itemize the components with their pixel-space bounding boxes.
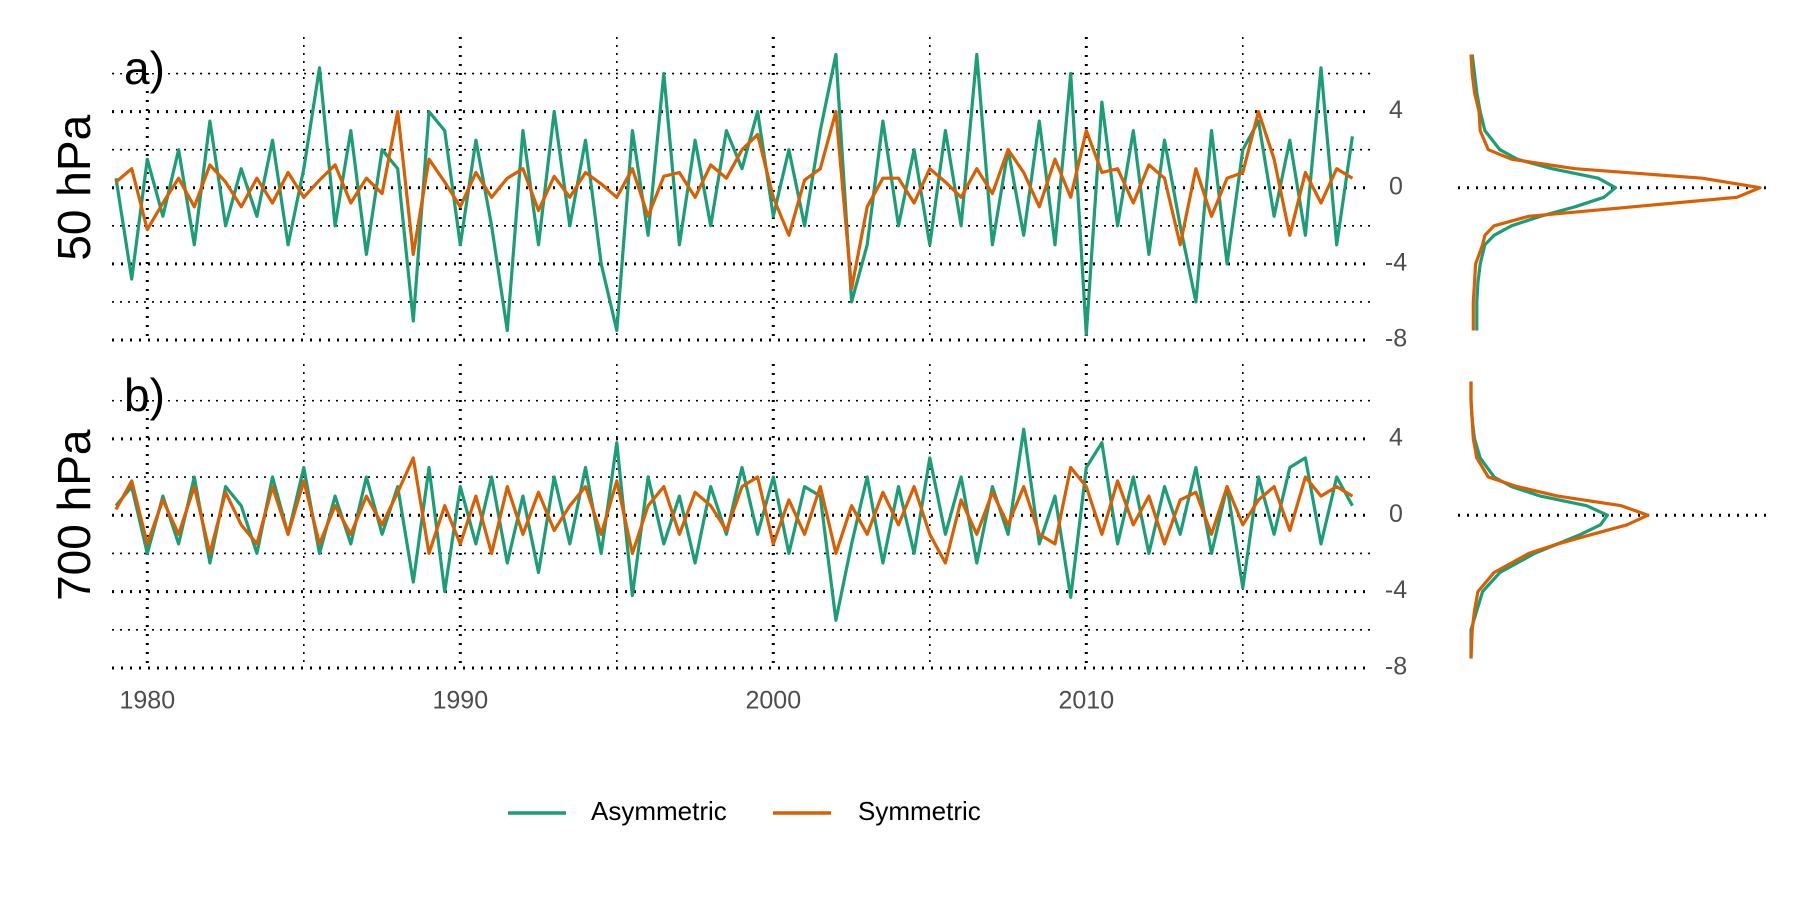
y-tick-label: -4 (1385, 248, 1407, 276)
y-tick-label: 4 (1389, 96, 1403, 124)
legend-label: Symmetric (858, 796, 981, 826)
y-tick-label: 4 (1389, 423, 1403, 451)
label-bg (118, 23, 174, 73)
y-axis-title: 50 hPa (48, 114, 100, 260)
y-tick-label: -4 (1385, 576, 1407, 604)
label-bg (118, 350, 174, 400)
panel-label: a) (124, 42, 165, 94)
y-axis-title: 700 hPa (48, 429, 100, 601)
legend-label: Asymmetric (591, 796, 727, 826)
x-tick-label: 1990 (432, 687, 488, 715)
panel-label: b) (124, 369, 165, 421)
y-tick-label: 0 (1389, 172, 1403, 200)
density-curve (1469, 381, 1650, 659)
series-line (114, 456, 1354, 565)
series-line (114, 52, 1354, 336)
y-tick-label: 0 (1389, 500, 1403, 528)
x-tick-label: 2000 (745, 687, 801, 715)
x-tick-label: 1980 (119, 687, 175, 715)
density-curve (1470, 54, 1618, 331)
series-line (114, 110, 1354, 291)
y-tick-label: -8 (1385, 325, 1407, 353)
y-tick-label: -8 (1385, 653, 1407, 681)
series-line (114, 427, 1354, 622)
density-curve (1469, 381, 1609, 659)
x-tick-label: 2010 (1058, 687, 1114, 715)
density-curve (1469, 54, 1762, 331)
